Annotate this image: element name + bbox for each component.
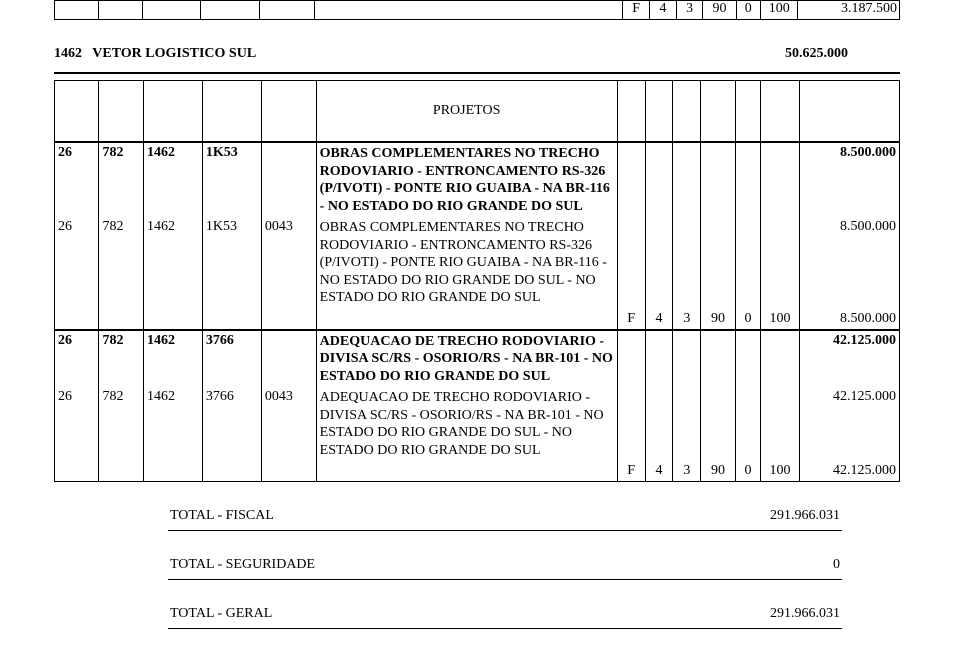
b1t-c9: 90 xyxy=(701,309,735,330)
total-fiscal-label: TOTAL - FISCAL xyxy=(170,508,274,524)
b1t-c8: 3 xyxy=(673,309,701,330)
top-c7: 4 xyxy=(649,1,676,20)
b1r1-c: 1462 xyxy=(143,143,202,218)
b2t-c8: 3 xyxy=(673,461,701,482)
top-c11: 100 xyxy=(761,1,798,20)
entity-name: VETOR LOGISTICO SUL xyxy=(92,46,256,61)
b2r2-e: 0043 xyxy=(261,387,316,461)
b2r2-a: 26 xyxy=(55,387,99,461)
b2r1-c: 1462 xyxy=(143,330,202,387)
block1-grid: 26 782 1462 1K53 OBRAS COMPLEMENTARES NO… xyxy=(54,142,900,330)
divider-thin-1 xyxy=(168,530,842,531)
b1t-c10: 0 xyxy=(735,309,761,330)
entity-row: 1462 VETOR LOGISTICO SUL 50.625.000 xyxy=(54,46,960,62)
b2r1-a: 26 xyxy=(55,330,99,387)
b2r2-desc: ADEQUACAO DE TRECHO RODOVIARIO - DIVISA … xyxy=(316,387,617,461)
b2r2-b: 782 xyxy=(99,387,143,461)
projetos-grid: PROJETOS xyxy=(54,80,900,142)
b2r2-val: 42.125.000 xyxy=(799,387,899,461)
b2r2-d: 3766 xyxy=(202,387,261,461)
projetos-label: PROJETOS xyxy=(316,81,617,142)
top-c9: 90 xyxy=(703,1,736,20)
total-seguridade-value: 0 xyxy=(833,557,840,573)
total-seguridade-row: TOTAL - SEGURIDADE 0 xyxy=(170,557,840,573)
top-c8: 3 xyxy=(676,1,703,20)
top-grid: F 4 3 90 0 100 3.187.500 xyxy=(54,0,900,20)
b1r1-desc: OBRAS COMPLEMENTARES NO TRECHO RODOVIARI… xyxy=(316,143,617,218)
b1r2-d: 1K53 xyxy=(202,217,261,309)
b2t-c9: 90 xyxy=(701,461,735,482)
b1r2-e: 0043 xyxy=(261,217,316,309)
b1r1-b: 782 xyxy=(99,143,143,218)
b2t-val: 42.125.000 xyxy=(799,461,899,482)
b1r2-b: 782 xyxy=(99,217,143,309)
entity-value: 50.625.000 xyxy=(785,46,848,62)
b2r1-d: 3766 xyxy=(202,330,261,387)
divider-heavy xyxy=(54,72,900,74)
b1t-c7: 4 xyxy=(645,309,673,330)
b1r1-a: 26 xyxy=(55,143,99,218)
b1r1-val: 8.500.000 xyxy=(799,143,899,218)
total-geral-label: TOTAL - GERAL xyxy=(170,606,272,622)
total-geral-value: 291.966.031 xyxy=(770,606,840,622)
total-geral-row: TOTAL - GERAL 291.966.031 xyxy=(170,606,840,622)
total-seguridade-label: TOTAL - SEGURIDADE xyxy=(170,557,315,573)
b1t-c11: 100 xyxy=(761,309,799,330)
top-c10: 0 xyxy=(736,1,761,20)
b2r1-val: 42.125.000 xyxy=(799,330,899,387)
divider-thin-3 xyxy=(168,628,842,629)
total-fiscal-row: TOTAL - FISCAL 291.966.031 xyxy=(170,508,840,524)
b2r1-desc: ADEQUACAO DE TRECHO RODOVIARIO - DIVISA … xyxy=(316,330,617,387)
b1r2-a: 26 xyxy=(55,217,99,309)
top-value: 3.187.500 xyxy=(798,1,900,20)
b2t-c7: 4 xyxy=(645,461,673,482)
b2r2-c: 1462 xyxy=(143,387,202,461)
b2t-c11: 100 xyxy=(761,461,799,482)
b2r1-b: 782 xyxy=(99,330,143,387)
b1r2-desc: OBRAS COMPLEMENTARES NO TRECHO RODOVIARI… xyxy=(316,217,617,309)
b1t-c6: F xyxy=(617,309,645,330)
b1r2-val: 8.500.000 xyxy=(799,217,899,309)
divider-thin-2 xyxy=(168,579,842,580)
b2t-c6: F xyxy=(617,461,645,482)
top-c6: F xyxy=(623,1,650,20)
total-fiscal-value: 291.966.031 xyxy=(770,508,840,524)
b2t-c10: 0 xyxy=(735,461,761,482)
b1r2-c: 1462 xyxy=(143,217,202,309)
block2-grid: 26 782 1462 3766 ADEQUACAO DE TRECHO ROD… xyxy=(54,330,900,483)
b1t-val: 8.500.000 xyxy=(799,309,899,330)
b1r1-d: 1K53 xyxy=(202,143,261,218)
entity-code: 1462 xyxy=(54,46,82,61)
